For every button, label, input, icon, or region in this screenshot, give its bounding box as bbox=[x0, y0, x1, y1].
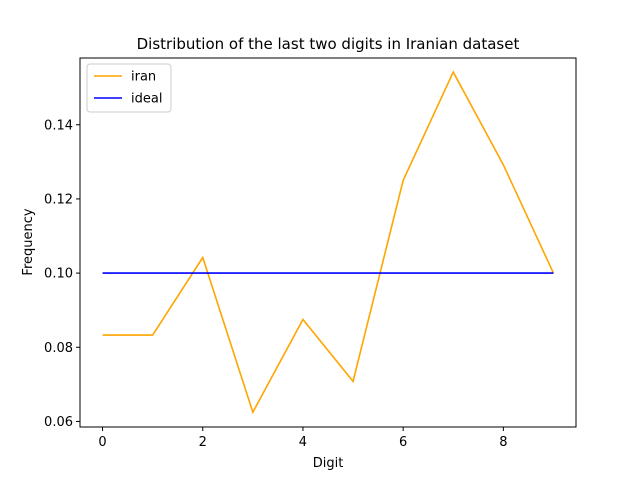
legend-label-iran: iran bbox=[131, 70, 156, 85]
y-axis-label: Frequency bbox=[21, 208, 36, 275]
plot-area-frame bbox=[79, 57, 577, 428]
x-axis-label: Digit bbox=[313, 456, 344, 471]
y-tick-label: 0.10 bbox=[44, 267, 73, 282]
y-axis: 0.06 0.08 0.10 0.12 0.14 bbox=[44, 118, 80, 430]
x-axis: 0 2 4 6 8 bbox=[98, 427, 507, 450]
series-layer bbox=[102, 70, 555, 415]
y-tick-label: 0.08 bbox=[44, 341, 73, 356]
y-tick-label: 0.06 bbox=[44, 415, 73, 430]
legend-label-ideal: ideal bbox=[131, 92, 162, 107]
series-line-iran bbox=[102, 70, 555, 415]
legend: iran ideal bbox=[86, 63, 172, 113]
chart-title: Distribution of the last two digits in I… bbox=[137, 35, 520, 53]
x-tick-label: 2 bbox=[199, 435, 207, 450]
x-tick-label: 6 bbox=[399, 435, 407, 450]
y-tick-label: 0.14 bbox=[44, 118, 73, 133]
x-tick-label: 0 bbox=[98, 435, 106, 450]
x-tick-label: 8 bbox=[499, 435, 507, 450]
y-tick-label: 0.12 bbox=[44, 192, 73, 207]
x-tick-label: 4 bbox=[299, 435, 307, 450]
